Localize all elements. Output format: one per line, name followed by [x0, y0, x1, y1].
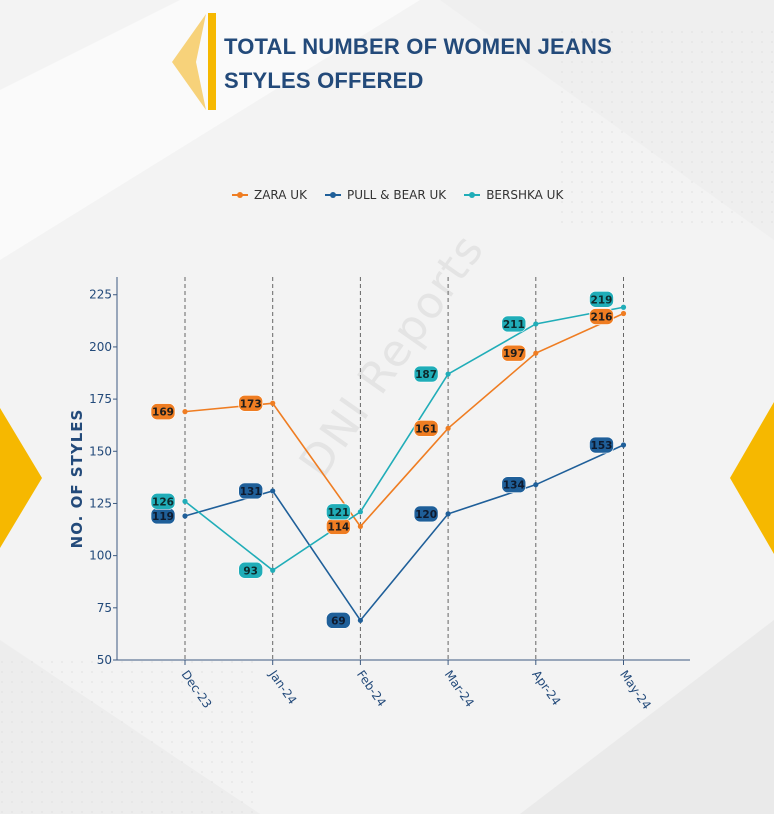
y-tick-label: 200	[89, 340, 112, 354]
data-label: 173	[240, 398, 262, 410]
y-tick-label: 50	[97, 653, 112, 667]
data-label-badge	[589, 290, 614, 308]
data-label: 114	[327, 521, 349, 533]
legend-item-bershka: BERSHKA UK	[464, 186, 563, 204]
y-axis-label: NO. OF STYLES	[68, 409, 86, 549]
legend-label-bershka: BERSHKA UK	[486, 188, 564, 202]
title-line-1: TOTAL NUMBER OF WOMEN JEANS	[224, 34, 612, 59]
data-label: 69	[331, 615, 346, 627]
data-point	[357, 509, 363, 515]
data-point	[620, 442, 627, 448]
data-label-badge	[501, 476, 527, 493]
data-label-badge	[326, 503, 351, 521]
data-label: 169	[152, 407, 174, 419]
x-tick-label: Jan-24	[266, 667, 300, 707]
data-label-badge	[413, 365, 439, 383]
data-label-badge	[413, 420, 439, 437]
data-label-badge	[501, 315, 527, 333]
data-label: 126	[152, 496, 174, 508]
data-label-badge	[589, 436, 614, 454]
data-label-badge	[238, 394, 263, 412]
data-point	[620, 304, 627, 310]
y-tick-label: 125	[89, 496, 112, 510]
data-point	[445, 511, 451, 517]
data-label: 161	[415, 423, 437, 435]
data-label: 216	[591, 312, 613, 324]
data-label-badge	[413, 505, 439, 523]
series-line-1	[184, 444, 624, 622]
y-tick-label: 100	[89, 549, 112, 563]
data-point	[357, 617, 363, 623]
legend-label-pullbear: PULL & BEAR UK	[346, 188, 447, 202]
data-label: 134	[503, 480, 525, 492]
data-label-badge	[150, 493, 176, 510]
data-label: 187	[415, 369, 437, 381]
data-point	[182, 409, 188, 415]
chart-legend: ZARA UK PULL & BEAR UK BERSHKA UK	[232, 186, 563, 204]
x-tick-label: Feb-24	[354, 668, 389, 710]
right-accent-triangle	[730, 402, 774, 554]
y-tick-label: 175	[89, 392, 112, 406]
data-label: 121	[327, 507, 349, 519]
x-tick-label: May-24	[617, 668, 654, 712]
data-label: 197	[503, 348, 525, 360]
data-label-badge	[326, 612, 351, 629]
y-tick-label: 150	[89, 444, 112, 458]
title-chevron	[172, 14, 206, 110]
legend-swatch-zara	[232, 192, 248, 198]
title-line-2: STYLES OFFERED	[224, 68, 424, 93]
data-label-badge	[238, 482, 263, 500]
data-point	[533, 350, 539, 356]
data-point	[357, 523, 363, 530]
x-tick-label: Dec-23	[179, 668, 215, 711]
data-label: 211	[503, 319, 525, 331]
legend-label-zara: ZARA UK	[254, 188, 307, 202]
data-label: 93	[243, 565, 258, 577]
y-tick-label: 75	[97, 601, 112, 615]
data-label-badge	[501, 344, 527, 362]
data-point	[270, 567, 276, 573]
data-point	[445, 425, 451, 431]
data-point	[620, 310, 627, 317]
y-tick-label: 225	[89, 288, 112, 302]
legend-swatch-pullbear	[324, 192, 341, 198]
data-point	[445, 371, 451, 377]
data-label: 120	[415, 509, 437, 521]
data-point	[270, 400, 276, 406]
data-label: 219	[591, 294, 613, 306]
data-point	[533, 321, 539, 327]
chart-title: TOTAL NUMBER OF WOMEN JEANS STYLES OFFER…	[224, 30, 664, 98]
x-tick-label: Apr-24	[529, 668, 563, 708]
legend-item-zara: ZARA UK	[232, 186, 307, 204]
title-accent-bar	[208, 13, 216, 110]
series-line-2	[184, 306, 624, 572]
legend-swatch-bershka	[464, 192, 481, 198]
legend-item-pullbear: PULL & BEAR UK	[324, 186, 447, 204]
data-label-badge	[238, 561, 263, 579]
left-accent-triangle	[0, 408, 42, 548]
data-label-badge	[589, 308, 614, 325]
data-point	[270, 488, 276, 494]
data-label: 131	[240, 486, 262, 498]
data-point	[182, 498, 188, 504]
x-tick-label: Mar-24	[442, 668, 477, 710]
data-point	[533, 482, 539, 488]
data-label: 119	[152, 511, 174, 523]
data-point	[182, 513, 188, 519]
data-label: 153	[591, 440, 613, 452]
data-label-badge	[150, 403, 176, 420]
